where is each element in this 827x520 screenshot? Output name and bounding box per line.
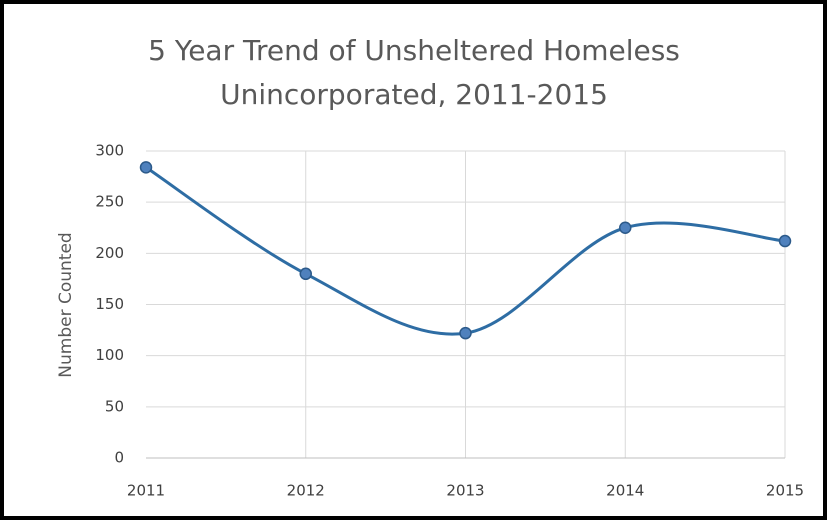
marker [778,234,792,248]
y-tick-label: 300 [95,142,124,160]
chart-title: Unincorporated, 2011-2015 [220,78,608,111]
x-tick-label: 2015 [766,482,804,500]
x-tick-label: 2013 [446,482,484,500]
y-tick-label: 250 [95,193,124,211]
x-tick-label: 2014 [606,482,644,500]
x-tick-label: 2011 [127,482,165,500]
chart-title: 5 Year Trend of Unsheltered Homeless [148,34,680,67]
x-tick-label: 2012 [287,482,325,500]
y-tick-label: 100 [95,346,124,364]
y-tick-label: 200 [95,244,124,262]
marker [299,267,312,281]
y-tick-label: 0 [114,449,124,467]
y-tick-label: 50 [105,397,124,415]
y-tick-label: 150 [95,295,124,313]
marker [619,221,632,234]
marker [139,161,153,174]
marker [459,326,472,340]
y-axis-label: Number Counted [56,232,76,377]
